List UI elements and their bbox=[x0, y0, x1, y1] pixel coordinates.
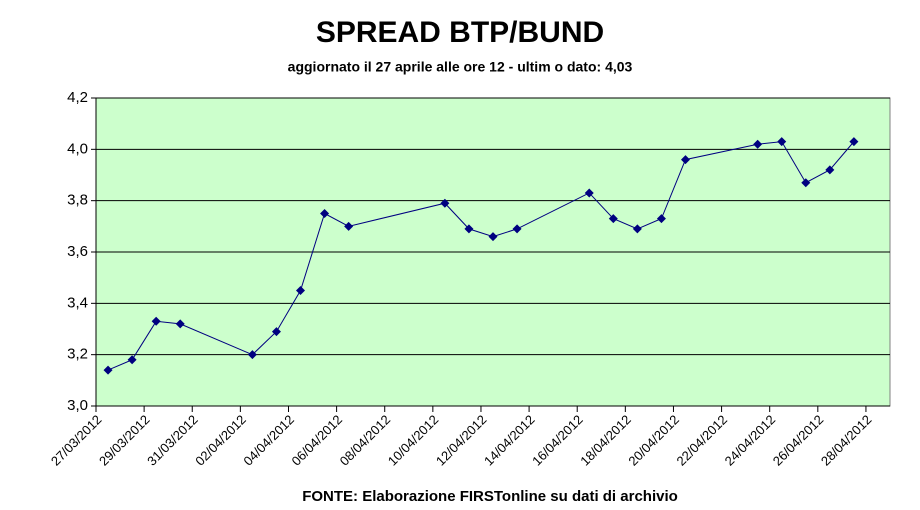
x-tick-label: 08/04/2012 bbox=[337, 412, 394, 469]
x-tick-label: 26/04/2012 bbox=[770, 412, 827, 469]
data-point bbox=[464, 224, 474, 234]
y-tick-label: 3,2 bbox=[67, 346, 88, 363]
data-point bbox=[296, 286, 306, 295]
data-point bbox=[584, 188, 594, 198]
data-point bbox=[320, 209, 330, 218]
x-tick-label: 31/03/2012 bbox=[144, 412, 201, 469]
x-tick-label: 16/04/2012 bbox=[529, 412, 586, 469]
y-tick-label: 4,0 bbox=[67, 140, 88, 157]
x-tick-label: 27/03/2012 bbox=[48, 412, 105, 469]
data-point bbox=[440, 198, 450, 208]
x-tick-label: 29/03/2012 bbox=[96, 412, 153, 469]
data-point bbox=[271, 327, 281, 337]
x-tick-label: 06/04/2012 bbox=[289, 412, 346, 469]
x-tick-label: 04/04/2012 bbox=[240, 412, 297, 469]
data-point bbox=[344, 221, 354, 231]
x-tick-label: 18/04/2012 bbox=[577, 412, 634, 469]
source-note: FONTE: Elaborazione FIRSTonline su dati … bbox=[302, 488, 678, 505]
x-tick-label: 02/04/2012 bbox=[192, 412, 249, 469]
y-tick-label: 3,4 bbox=[67, 294, 88, 311]
data-point bbox=[801, 178, 811, 188]
chart-title: SPREAD BTP/BUND bbox=[316, 16, 604, 49]
data-point bbox=[608, 214, 618, 224]
y-tick-label: 3,6 bbox=[67, 243, 88, 260]
data-point bbox=[825, 165, 835, 175]
x-tick-label: 28/04/2012 bbox=[818, 412, 875, 469]
data-point bbox=[680, 155, 690, 165]
x-tick-label: 10/04/2012 bbox=[385, 412, 442, 469]
data-point bbox=[656, 214, 666, 224]
data-point bbox=[247, 350, 257, 360]
x-tick-label: 12/04/2012 bbox=[433, 412, 490, 469]
data-point bbox=[488, 232, 498, 242]
data-point bbox=[849, 137, 859, 147]
data-point bbox=[151, 316, 161, 326]
data-point bbox=[127, 355, 137, 365]
chart-subtitle: aggiornato il 27 aprile alle ore 12 - ul… bbox=[288, 59, 633, 75]
y-tick-label: 4,2 bbox=[67, 89, 88, 106]
x-tick-label: 14/04/2012 bbox=[481, 412, 538, 469]
x-tick-label: 24/04/2012 bbox=[722, 412, 779, 469]
data-point bbox=[632, 224, 642, 234]
data-point bbox=[103, 365, 113, 375]
y-tick-label: 3,0 bbox=[67, 397, 88, 414]
x-tick-label: 20/04/2012 bbox=[625, 412, 682, 469]
y-tick-label: 3,8 bbox=[67, 192, 88, 209]
data-point bbox=[753, 139, 763, 149]
data-point bbox=[512, 224, 522, 234]
data-point bbox=[777, 137, 787, 147]
x-tick-label: 22/04/2012 bbox=[674, 412, 731, 469]
data-point bbox=[175, 319, 185, 329]
